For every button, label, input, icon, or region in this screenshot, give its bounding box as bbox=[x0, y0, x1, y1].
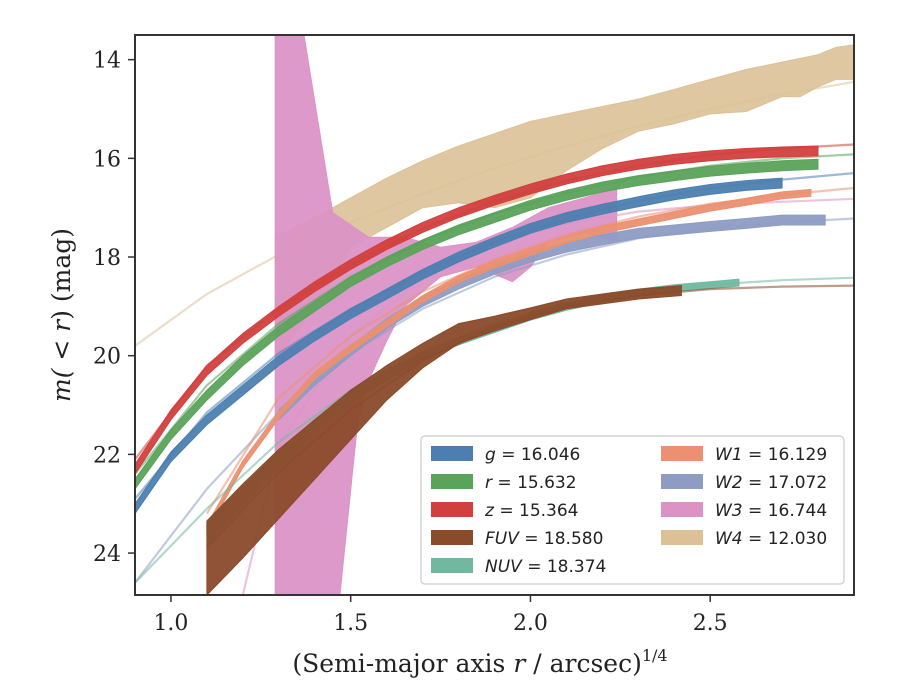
x-tick-label: 2.5 bbox=[693, 611, 728, 636]
legend-label-w4: W4 = 12.030 bbox=[715, 529, 827, 549]
x-tick-label: 1.0 bbox=[153, 611, 188, 636]
legend-entry-fuv: FUV = 18.580 bbox=[431, 529, 603, 549]
legend-label-g: g = 16.046 bbox=[485, 445, 580, 465]
y-axis: 14 16 18 20 22 24 bbox=[93, 49, 135, 567]
band-w1 bbox=[206, 188, 812, 534]
legend-entry-w1: W1 = 16.129 bbox=[661, 445, 827, 465]
legend-frame bbox=[420, 435, 845, 585]
y-tick-label: 24 bbox=[93, 542, 121, 567]
legend-swatch-w1 bbox=[661, 446, 703, 461]
legend-entry-w4: W4 = 12.030 bbox=[661, 529, 827, 549]
x-axis: 1.0 1.5 2.0 2.5 bbox=[153, 595, 728, 636]
model-curve-z bbox=[135, 143, 854, 460]
legend-swatch-g bbox=[431, 446, 473, 461]
legend-label-w3: W3 = 16.744 bbox=[715, 501, 827, 521]
legend-swatch-r bbox=[431, 474, 473, 489]
legend-entry-nuv: NUV = 18.374 bbox=[431, 557, 606, 577]
x-tick-label: 2.0 bbox=[513, 611, 548, 636]
legend-swatch-nuv bbox=[431, 558, 473, 573]
band-w4 bbox=[274, 44, 854, 357]
plot-frame bbox=[134, 34, 855, 596]
y-tick-label: 20 bbox=[93, 345, 121, 370]
legend-swatch-z bbox=[431, 502, 473, 517]
x-tick-label: 1.5 bbox=[333, 611, 368, 636]
model-curve-w4 bbox=[135, 80, 854, 347]
band-r bbox=[135, 158, 819, 490]
legend-label-fuv: FUV = 18.580 bbox=[485, 529, 603, 549]
y-tick-label: 16 bbox=[93, 147, 121, 172]
model-curve-w1 bbox=[205, 186, 854, 515]
legend-label-r: r = 15.632 bbox=[485, 473, 577, 493]
legend-label-z: z = 15.364 bbox=[484, 501, 578, 521]
legend-entry-w3: W3 = 16.744 bbox=[661, 501, 827, 521]
legend-label-w1: W1 = 16.129 bbox=[715, 445, 827, 465]
legend-swatch-w2 bbox=[661, 474, 703, 489]
x-axis-title: (Semi-major axis r / arcsec)1/4 bbox=[292, 646, 667, 678]
y-tick-label: 14 bbox=[93, 49, 121, 74]
legend-label-w2: W2 = 17.072 bbox=[715, 473, 827, 493]
legend-label-nuv: NUV = 18.374 bbox=[485, 557, 606, 577]
plot-area bbox=[135, 35, 854, 595]
model-curve-fuv bbox=[206, 284, 854, 549]
legend-swatch-w3 bbox=[661, 502, 703, 517]
legend: g = 16.046 r = 15.632 z = 15.364 FUV = 18.5… bbox=[420, 435, 845, 585]
y-axis-title: m( < r) (mag) bbox=[47, 228, 76, 402]
legend-entry-z: z = 15.364 bbox=[431, 501, 578, 521]
legend-entry-g: g = 16.046 bbox=[431, 445, 580, 465]
band-z bbox=[135, 145, 819, 476]
band-fuv bbox=[206, 285, 682, 595]
legend-entry-r: r = 15.632 bbox=[431, 473, 577, 493]
legend-swatch-fuv bbox=[431, 530, 473, 545]
legend-swatch-w4 bbox=[661, 530, 703, 545]
y-tick-label: 18 bbox=[93, 246, 121, 271]
model-curve-g bbox=[135, 172, 854, 500]
y-tick-label: 22 bbox=[93, 443, 121, 468]
legend-entry-w2: W2 = 17.072 bbox=[661, 473, 827, 493]
model-curve-r bbox=[135, 153, 854, 475]
